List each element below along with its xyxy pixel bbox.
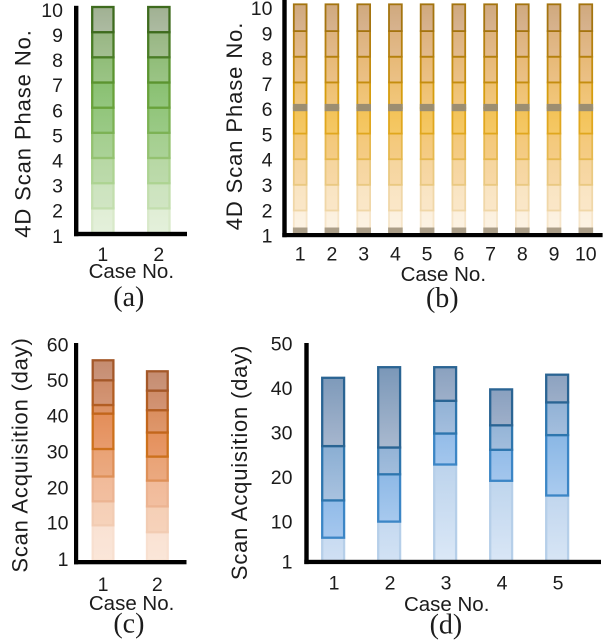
svg-text:1: 1 [98, 574, 109, 596]
svg-text:2: 2 [262, 200, 273, 222]
svg-text:20: 20 [271, 467, 293, 489]
svg-text:5: 5 [262, 124, 273, 146]
svg-text:Case No.: Case No. [89, 592, 174, 615]
svg-text:40: 40 [47, 406, 69, 428]
svg-text:9: 9 [52, 25, 63, 47]
svg-text:Scan Acquisition (day): Scan Acquisition (day) [227, 345, 252, 580]
svg-text:10: 10 [251, 0, 273, 20]
svg-text:Case No.: Case No. [89, 260, 174, 283]
svg-text:50: 50 [271, 334, 293, 356]
svg-text:3: 3 [52, 176, 63, 198]
svg-text:10: 10 [41, 0, 63, 22]
svg-text:8: 8 [262, 49, 273, 71]
svg-text:5: 5 [553, 573, 564, 595]
svg-text:4: 4 [390, 243, 401, 265]
svg-text:50: 50 [47, 370, 69, 392]
svg-text:7: 7 [52, 75, 63, 97]
svg-text:8: 8 [517, 243, 528, 265]
svg-text:1: 1 [97, 244, 108, 266]
svg-text:6: 6 [262, 99, 273, 121]
svg-text:4: 4 [262, 150, 273, 172]
svg-text:3: 3 [262, 175, 273, 197]
svg-text:9: 9 [549, 243, 560, 265]
svg-text:6: 6 [453, 243, 464, 265]
svg-text:Case No.: Case No. [401, 263, 486, 286]
svg-text:1: 1 [58, 549, 69, 571]
svg-text:4D Scan Phase No.: 4D Scan Phase No. [10, 29, 35, 238]
svg-text:3: 3 [441, 573, 452, 595]
svg-text:6: 6 [52, 100, 63, 122]
svg-text:2: 2 [326, 243, 337, 265]
svg-text:4: 4 [52, 151, 63, 173]
svg-text:2: 2 [152, 574, 163, 596]
svg-text:7: 7 [262, 74, 273, 96]
svg-text:1: 1 [282, 552, 293, 574]
svg-text:9: 9 [262, 23, 273, 45]
svg-text:3: 3 [358, 243, 369, 265]
svg-text:10: 10 [47, 513, 69, 535]
svg-text:20: 20 [47, 477, 69, 499]
svg-text:Scan Acquisition (day): Scan Acquisition (day) [7, 337, 32, 572]
svg-text:1: 1 [52, 226, 63, 248]
svg-text:8: 8 [52, 50, 63, 72]
svg-text:1: 1 [295, 243, 306, 265]
svg-text:4: 4 [497, 573, 508, 595]
svg-text:4D Scan Phase No.: 4D Scan Phase No. [222, 22, 247, 231]
svg-text:10: 10 [271, 512, 293, 534]
svg-text:60: 60 [47, 335, 69, 357]
svg-text:40: 40 [271, 378, 293, 400]
svg-text:5: 5 [422, 243, 433, 265]
svg-text:30: 30 [271, 423, 293, 445]
svg-text:(a): (a) [113, 282, 144, 313]
svg-text:7: 7 [485, 243, 496, 265]
svg-text:(d): (d) [430, 610, 463, 641]
svg-text:(b): (b) [426, 283, 459, 314]
svg-text:30: 30 [47, 442, 69, 464]
svg-text:5: 5 [52, 125, 63, 147]
svg-text:1: 1 [262, 226, 273, 248]
svg-text:2: 2 [153, 244, 164, 266]
svg-text:10: 10 [575, 243, 597, 265]
svg-text:2: 2 [52, 201, 63, 223]
svg-text:2: 2 [385, 573, 396, 595]
svg-text:Case No.: Case No. [404, 593, 489, 616]
svg-text:(c): (c) [113, 609, 144, 640]
svg-text:1: 1 [329, 573, 340, 595]
